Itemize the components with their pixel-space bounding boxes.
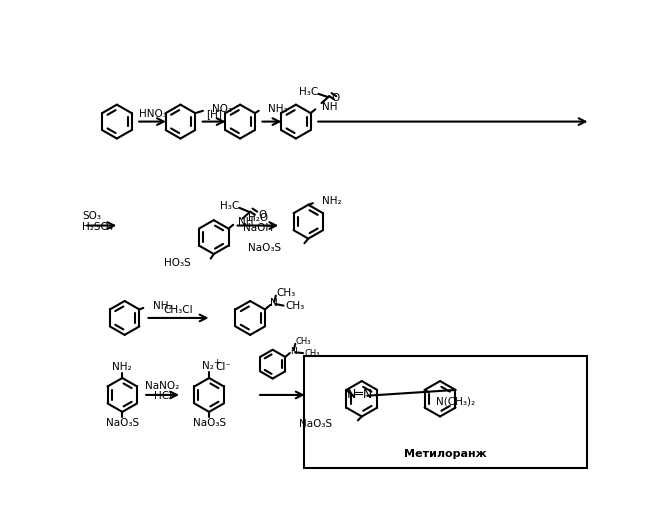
- Text: HNO₃: HNO₃: [138, 109, 167, 119]
- Text: H₃C: H₃C: [220, 201, 239, 211]
- Text: NaO₃S: NaO₃S: [248, 243, 281, 253]
- Text: CH₃: CH₃: [277, 287, 296, 297]
- Bar: [304, 356, 586, 468]
- Text: NaO₃S: NaO₃S: [193, 418, 226, 428]
- Text: N: N: [291, 347, 297, 356]
- Text: NaO₃S: NaO₃S: [106, 418, 139, 428]
- Text: NH₂: NH₂: [112, 362, 132, 372]
- Text: NH₂: NH₂: [322, 196, 342, 206]
- Text: O: O: [331, 93, 340, 103]
- Text: Метилоранж: Метилоранж: [403, 449, 487, 459]
- Text: NaO₃S: NaO₃S: [299, 419, 333, 429]
- Text: NaNO₂: NaNO₂: [146, 381, 180, 390]
- Text: H₃C: H₃C: [299, 87, 318, 97]
- Text: CH₃: CH₃: [295, 337, 311, 346]
- Text: NH: NH: [238, 218, 253, 228]
- Text: O: O: [258, 210, 266, 220]
- Text: CH₃: CH₃: [304, 348, 320, 358]
- Text: NH₂: NH₂: [153, 301, 172, 311]
- Text: HCl: HCl: [154, 392, 172, 402]
- Text: HO₃S: HO₃S: [164, 258, 190, 268]
- Text: N: N: [270, 298, 278, 309]
- Text: Cl⁻: Cl⁻: [215, 362, 231, 372]
- Text: SO₃: SO₃: [82, 211, 101, 221]
- Text: N(CH₃)₂: N(CH₃)₂: [436, 396, 475, 406]
- Text: H₂SO₄: H₂SO₄: [82, 222, 113, 232]
- Text: [H]: [H]: [206, 109, 222, 119]
- Text: N═N: N═N: [347, 388, 373, 402]
- Text: NH: NH: [321, 102, 337, 112]
- Text: CH₃: CH₃: [286, 301, 305, 311]
- Text: NH₂: NH₂: [268, 104, 288, 114]
- Text: CH₃Cl: CH₃Cl: [163, 305, 193, 315]
- Text: H₂O: H₂O: [248, 213, 268, 223]
- Text: N₂: N₂: [201, 361, 213, 371]
- Text: +: +: [213, 358, 220, 367]
- Text: NaOH: NaOH: [243, 223, 273, 233]
- Text: NO₂: NO₂: [213, 104, 232, 114]
